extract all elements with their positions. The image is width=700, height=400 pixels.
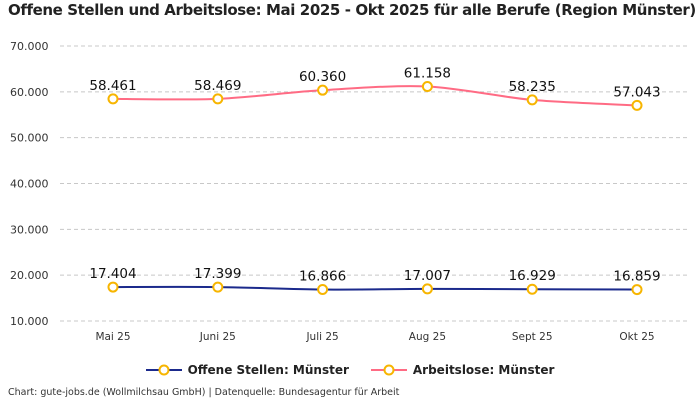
series-line <box>112 85 638 107</box>
data-label: 17.404 <box>89 266 136 282</box>
legend-item-offene-stellen[interactable]: Offene Stellen: Münster <box>145 363 349 377</box>
data-label: 16.866 <box>299 269 346 285</box>
data-label: 58.235 <box>509 79 556 95</box>
legend-item-arbeitslose[interactable]: Arbeitslose: Münster <box>370 363 555 377</box>
data-point <box>107 281 119 293</box>
data-label: 58.469 <box>194 78 241 94</box>
x-tick-label: Okt 25 <box>619 331 654 343</box>
data-label: 17.007 <box>404 268 451 284</box>
chart-title: Offene Stellen und Arbeitslose: Mai 2025… <box>8 1 696 19</box>
data-point <box>631 284 643 296</box>
data-label: 57.043 <box>613 84 660 100</box>
legend-label: Offene Stellen: Münster <box>187 363 349 377</box>
x-tick-label: Aug 25 <box>409 331 446 343</box>
data-point <box>526 283 538 295</box>
data-point <box>421 81 433 93</box>
legend-swatch-offene-stellen <box>145 364 182 376</box>
data-point <box>421 283 433 295</box>
data-point <box>212 93 224 105</box>
y-tick-label: 20.000 <box>10 269 49 282</box>
data-label: 17.399 <box>194 266 241 282</box>
data-point <box>212 281 224 293</box>
y-tick-label: 10.000 <box>10 315 49 328</box>
x-tick-label: Juli 25 <box>305 331 338 343</box>
y-tick-label: 30.000 <box>10 223 49 236</box>
data-point <box>317 84 329 96</box>
data-point <box>526 94 538 106</box>
data-label: 61.158 <box>404 66 451 82</box>
data-label: 58.461 <box>89 78 136 94</box>
legend-label: Arbeitslose: Münster <box>412 363 555 377</box>
data-label: 60.360 <box>299 69 346 85</box>
y-tick-label: 40.000 <box>10 178 49 191</box>
x-tick-label: Juni 25 <box>199 331 236 343</box>
data-label: 16.929 <box>509 268 556 284</box>
x-tick-label: Mai 25 <box>95 331 130 343</box>
y-tick-label: 60.000 <box>10 86 49 99</box>
source-note: Chart: gute-jobs.de (Wollmilchsau GmbH) … <box>8 387 400 398</box>
legend: Offene Stellen: Münster Arbeitslose: Mün… <box>0 363 700 377</box>
y-tick-label: 50.000 <box>10 132 49 145</box>
x-tick-label: Sept 25 <box>512 331 553 343</box>
data-point <box>107 93 119 105</box>
y-tick-label: 70.000 <box>10 40 49 53</box>
data-label: 16.859 <box>613 269 660 285</box>
series-line <box>112 285 638 291</box>
data-point <box>631 99 643 111</box>
data-point <box>317 284 329 296</box>
legend-swatch-arbeitslose <box>370 364 407 376</box>
